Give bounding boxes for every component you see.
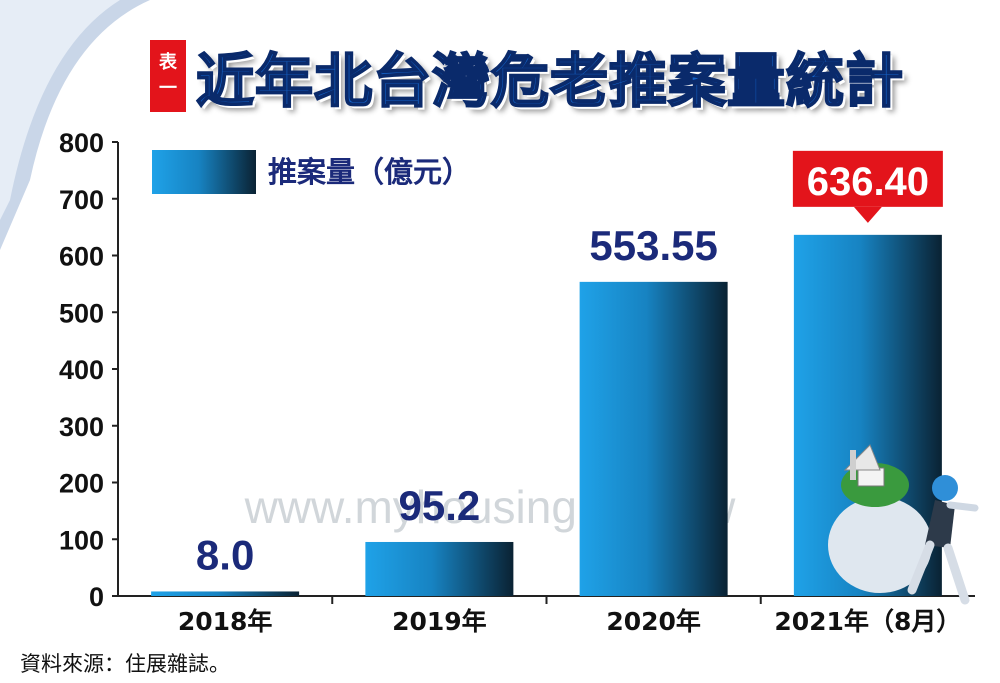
title-tag-line2: 一 xyxy=(159,78,177,99)
chart-title: 表 一 近年北台灣危老推案量統計 xyxy=(150,36,904,116)
legend-label: 推案量（億元） xyxy=(268,155,471,189)
x-tick-label: 2018年 xyxy=(178,607,273,636)
y-tick-label: 100 xyxy=(59,525,104,555)
y-tick-label: 600 xyxy=(59,242,104,272)
bar xyxy=(365,541,514,596)
bar xyxy=(579,281,728,596)
value-label-pointer xyxy=(853,206,882,223)
data-label: 95.2 xyxy=(399,482,481,529)
value-label-box xyxy=(792,150,943,207)
decorative-figure-illustration xyxy=(828,444,979,605)
bar xyxy=(151,591,300,596)
source-note: 資料來源：住展雜誌。 xyxy=(20,652,230,676)
y-tick-label: 0 xyxy=(89,582,104,612)
y-tick-label: 400 xyxy=(59,355,104,385)
x-tick-label: 2020年 xyxy=(606,607,701,636)
y-tick-label: 700 xyxy=(59,185,104,215)
data-label: 636.40 xyxy=(807,160,929,204)
title-tag-line1: 表 xyxy=(159,52,177,73)
data-label: 553.55 xyxy=(589,222,717,269)
x-tick-label: 2019年 xyxy=(392,607,487,636)
y-tick-label: 200 xyxy=(59,469,104,499)
x-tick-label: 2021年（8月） xyxy=(774,607,961,636)
corner-decoration xyxy=(0,0,150,250)
y-tick-label: 300 xyxy=(59,412,104,442)
title-text: 近年北台灣危老推案量統計 xyxy=(195,46,905,116)
y-tick-label: 800 xyxy=(59,128,104,158)
y-tick-label: 500 xyxy=(59,298,104,328)
title-tag: 表 一 xyxy=(150,40,186,112)
data-label: 8.0 xyxy=(196,531,254,578)
legend-swatch xyxy=(152,150,256,194)
